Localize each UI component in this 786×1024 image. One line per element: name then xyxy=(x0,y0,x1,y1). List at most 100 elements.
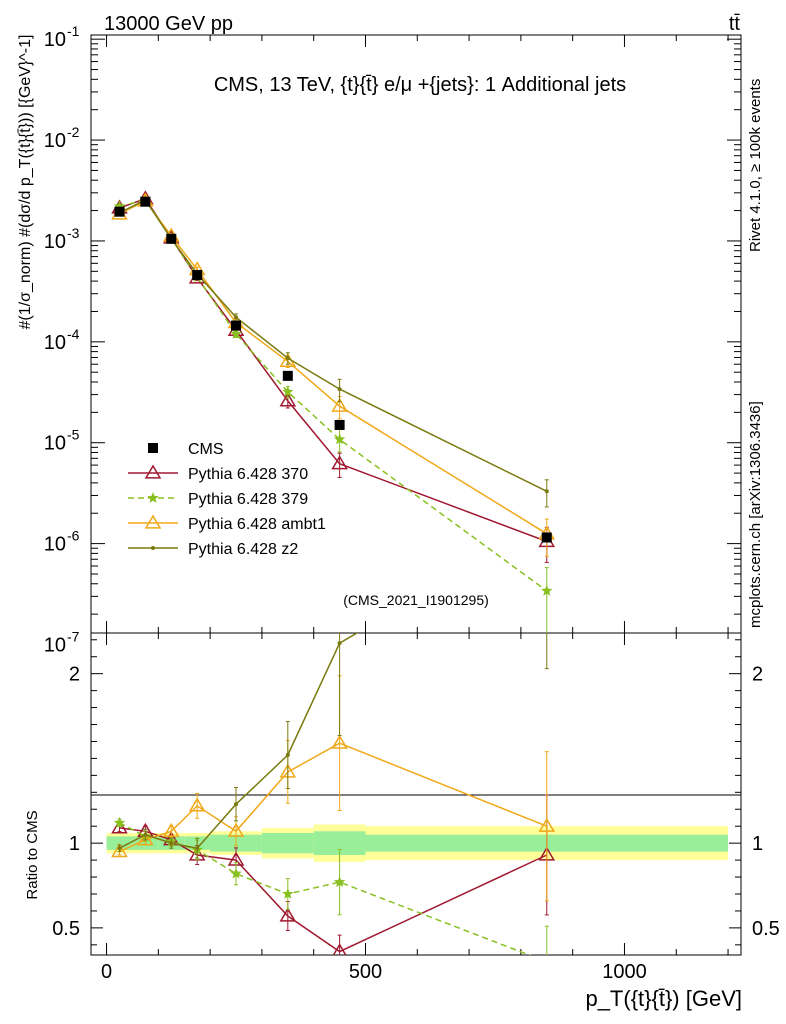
y-tick-label: 10 xyxy=(44,634,66,656)
series-line xyxy=(119,198,548,492)
series-marker xyxy=(541,584,553,596)
header-right: tt̄ xyxy=(729,13,741,35)
ratio-uncertainty-bands xyxy=(106,824,729,862)
legend-marker xyxy=(151,546,155,550)
ratio-marker xyxy=(279,907,297,922)
ratio-marker xyxy=(331,734,348,749)
series-marker xyxy=(230,327,242,339)
data-point xyxy=(192,269,203,280)
x-tick-label: 500 xyxy=(349,961,382,983)
series-marker xyxy=(285,356,290,361)
x-tick-label: 1000 xyxy=(602,961,647,983)
y-tick-label: 10 xyxy=(44,130,66,152)
legend-marker xyxy=(147,492,159,503)
watermark: (CMS_2021_I1901295) xyxy=(343,592,489,608)
ratio-marker xyxy=(538,817,556,832)
rivet-label: Rivet 4.1.0, ≥ 100k events xyxy=(747,79,764,252)
series-line xyxy=(119,199,548,592)
series-marker xyxy=(331,455,348,470)
ratio-marker xyxy=(333,876,346,887)
legend-marker xyxy=(144,464,162,479)
legend-label: Pythia 6.428 379 xyxy=(188,491,308,508)
legend-marker xyxy=(144,514,162,529)
y-tick-exponent: -2 xyxy=(67,124,80,140)
ratio-frame xyxy=(90,632,742,956)
legend-label: Pythia 6.428 z2 xyxy=(188,541,298,558)
y-tick-label: 10 xyxy=(44,332,66,354)
ratio-line xyxy=(119,633,359,850)
ratio-marker xyxy=(337,641,342,646)
mcplots-label: mcplots.cern.ch [arXiv:1306.3436] xyxy=(747,401,764,628)
ratio-marker xyxy=(195,846,200,851)
y-tick-exponent: -3 xyxy=(67,225,80,241)
legend-marker-cms xyxy=(148,443,158,453)
ratio-marker xyxy=(285,753,290,758)
y-tick-exponent: -4 xyxy=(67,326,80,342)
series-line xyxy=(119,197,548,543)
series-marker xyxy=(279,392,297,407)
y-axis-title: #(1/σ_norm) #(dσ/d p_T({t}{t̄})) [{GeV}^… xyxy=(17,35,34,330)
ratio-axis-title: Ratio to CMS xyxy=(24,810,41,899)
ratio-marker xyxy=(137,831,154,846)
ratio-marker xyxy=(188,797,206,812)
y-tick-exponent: -6 xyxy=(67,528,80,544)
ratio-marker xyxy=(230,867,242,879)
series-line xyxy=(119,199,548,535)
ratio-tick-label: 0.5 xyxy=(52,918,80,940)
y-tick-label: 10 xyxy=(44,433,66,455)
x-tick-label: 0 xyxy=(101,961,112,983)
band-inner xyxy=(313,831,366,856)
data-point xyxy=(231,320,242,331)
ratio-marker xyxy=(113,816,126,828)
data-point xyxy=(282,370,293,381)
data-point xyxy=(334,419,345,430)
ratio-tick-label-right: 2 xyxy=(752,664,763,686)
data-point xyxy=(166,233,177,244)
ratio-marker xyxy=(117,846,122,851)
header-left: 13000 GeV pp xyxy=(104,13,233,35)
legend-label: Pythia 6.428 370 xyxy=(188,466,308,483)
x-axis-title: p_T({t}{t̄}) [GeV] xyxy=(585,986,742,1011)
ratio-marker xyxy=(234,802,239,807)
ratio-line xyxy=(119,742,548,853)
ratio-tick-label-right: 1 xyxy=(752,833,763,855)
series-marker xyxy=(282,385,294,397)
band-inner xyxy=(261,832,314,854)
y-tick-label: 10 xyxy=(44,534,66,556)
ratio-marker xyxy=(541,956,552,967)
series-marker xyxy=(544,489,549,494)
ratio-series xyxy=(111,633,556,967)
series-marker xyxy=(333,433,346,445)
data-point xyxy=(541,532,552,543)
ratio-tick-label: 1 xyxy=(69,833,80,855)
ratio-marker xyxy=(111,819,128,834)
y-tick-label: 10 xyxy=(44,29,66,51)
series-marker xyxy=(331,397,348,412)
ratio-marker xyxy=(282,888,294,899)
data-point xyxy=(140,196,151,207)
ratio-marker xyxy=(162,822,180,837)
y-tick-label: 10 xyxy=(44,231,66,253)
series-marker xyxy=(234,315,239,320)
y-tick-exponent: -5 xyxy=(67,427,80,443)
ratio-marker xyxy=(111,843,128,858)
ratio-line xyxy=(119,822,532,955)
series-marker xyxy=(337,387,342,392)
ratio-marker xyxy=(227,822,245,837)
cms-data-points xyxy=(114,196,552,543)
ratio-tick-label-right: 0.5 xyxy=(752,918,780,940)
ratio-tick-label: 2 xyxy=(69,664,80,686)
main-series xyxy=(111,190,556,633)
ratio-marker xyxy=(332,943,347,955)
legend: CMS Pythia 6.428 370 Pythia 6.428 379 Pythi… xyxy=(128,441,326,558)
legend-label: Pythia 6.428 ambt1 xyxy=(188,516,326,533)
chart-title: CMS, 13 TeV, {t}{t̄} e/μ +{jets}: 1 Addi… xyxy=(214,74,626,96)
ratio-marker xyxy=(143,832,148,837)
ratio-marker xyxy=(169,841,174,846)
data-point xyxy=(114,206,125,217)
y-tick-exponent: -1 xyxy=(67,23,80,39)
y-tick-exponent: -7 xyxy=(67,628,80,644)
legend-label: CMS xyxy=(188,441,224,458)
